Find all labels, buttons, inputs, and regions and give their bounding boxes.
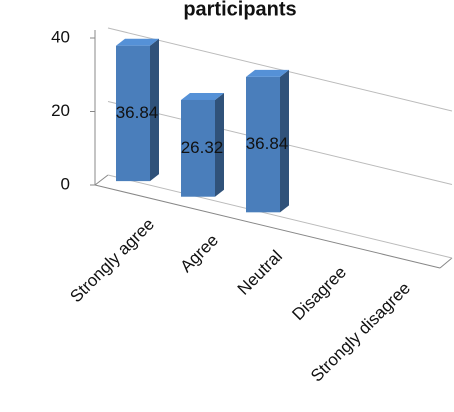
bar-front [116, 45, 150, 182]
x-tick-label: Agree [176, 231, 222, 277]
x-tick-label: Disagree [288, 263, 350, 325]
grid-line [107, 27, 453, 112]
bar [181, 92, 224, 197]
bar-side [280, 69, 289, 213]
x-tick-label: Strongly agree [66, 215, 158, 307]
y-tick-label: 0 [61, 174, 70, 193]
bar-side [215, 92, 224, 197]
data-label: 36.84 [246, 134, 289, 153]
bar-top [181, 92, 224, 100]
y-tick-label: 20 [51, 101, 70, 120]
chart-title: participants [183, 0, 296, 20]
bar-front [246, 76, 280, 213]
bar [246, 69, 289, 213]
bar [116, 38, 159, 182]
grid-line [107, 174, 453, 259]
bar-top [116, 38, 159, 46]
x-tick-label: Neutral [234, 247, 286, 299]
bar-front [181, 99, 215, 197]
axis-frame [94, 30, 453, 269]
data-label: 26.32 [181, 138, 224, 157]
data-label: 36.84 [116, 103, 159, 122]
bar-side [150, 38, 159, 182]
bar-top [246, 69, 289, 77]
y-tick-label: 40 [51, 27, 70, 46]
